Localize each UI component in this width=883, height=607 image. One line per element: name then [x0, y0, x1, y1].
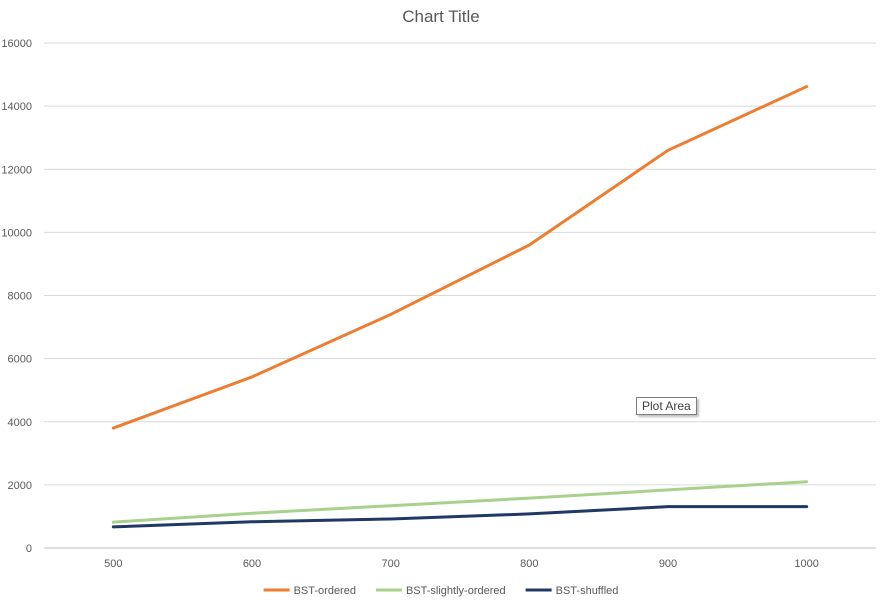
y-tick-label: 2000 [8, 480, 32, 492]
series-line-2 [111, 505, 809, 529]
series-lines [111, 85, 809, 529]
y-tick-label: 6000 [8, 354, 32, 366]
legend-label: BST-shuffled [556, 585, 619, 597]
series-line-0 [111, 85, 809, 430]
x-tick-label: 800 [520, 558, 538, 570]
y-tick-label: 14000 [1, 101, 32, 113]
y-tick-label: 0 [26, 543, 32, 555]
chart-title: Chart Title [402, 7, 479, 26]
x-tick-label: 700 [381, 558, 399, 570]
y-tick-label: 8000 [8, 291, 32, 303]
x-tick-label: 900 [659, 558, 677, 570]
x-tick-label: 1000 [794, 558, 818, 570]
series-line-1 [111, 480, 809, 524]
y-tick-label: 16000 [1, 38, 32, 50]
legend: BST-ordered BST-slightly-ordered BST-shuff… [263, 585, 619, 597]
y-axis-ticks: 0 2000 4000 6000 8000 10000 12000 14000 16000 [1, 38, 32, 555]
plot-area-tooltip: Plot Area [636, 397, 697, 415]
x-axis-ticks: 500 600 700 800 900 1000 [104, 558, 819, 570]
x-tick-label: 500 [104, 558, 122, 570]
y-tick-label: 12000 [1, 164, 32, 176]
y-tick-label: 10000 [1, 227, 32, 239]
y-tick-label: 4000 [8, 417, 32, 429]
gridlines [44, 42, 876, 549]
legend-label: BST-slightly-ordered [406, 585, 506, 597]
x-tick-label: 600 [243, 558, 261, 570]
legend-label: BST-ordered [294, 585, 356, 597]
